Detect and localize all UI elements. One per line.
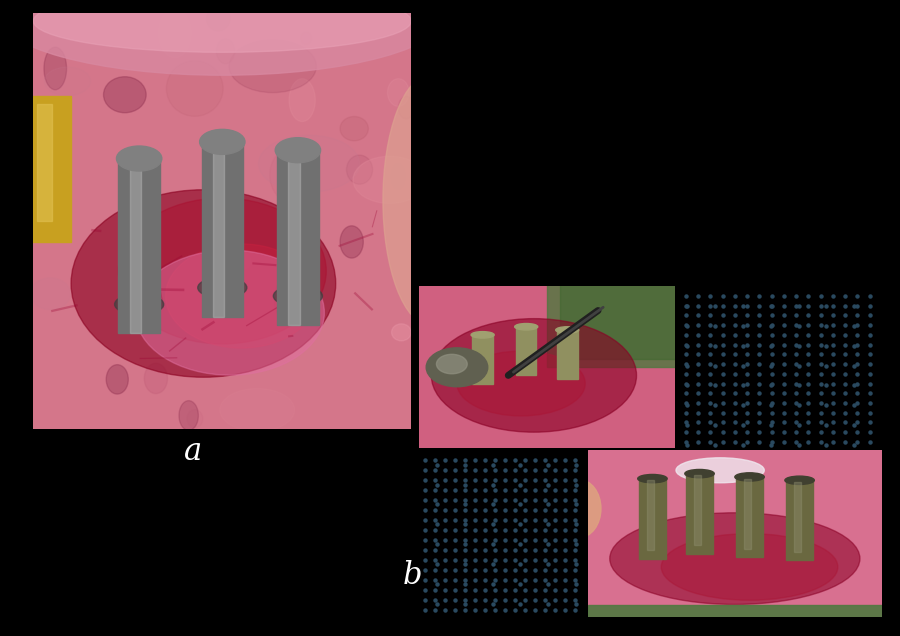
Ellipse shape xyxy=(383,75,477,325)
Ellipse shape xyxy=(33,0,411,52)
Ellipse shape xyxy=(114,294,164,315)
Ellipse shape xyxy=(225,236,238,263)
Bar xyxy=(794,482,801,552)
Ellipse shape xyxy=(230,40,316,93)
Ellipse shape xyxy=(179,401,198,431)
Bar xyxy=(588,605,900,625)
Bar xyxy=(119,158,160,333)
Ellipse shape xyxy=(197,291,245,317)
Circle shape xyxy=(427,348,488,387)
Ellipse shape xyxy=(106,364,129,394)
Ellipse shape xyxy=(340,226,364,258)
Ellipse shape xyxy=(44,47,67,90)
Ellipse shape xyxy=(238,253,250,269)
Bar xyxy=(547,270,701,368)
Ellipse shape xyxy=(431,319,636,432)
Bar xyxy=(288,158,300,325)
Bar xyxy=(277,150,319,325)
Bar xyxy=(516,327,536,375)
Ellipse shape xyxy=(515,324,538,330)
Bar xyxy=(26,96,71,242)
Ellipse shape xyxy=(187,410,202,427)
Ellipse shape xyxy=(258,135,360,192)
Bar xyxy=(557,330,578,378)
Ellipse shape xyxy=(31,278,70,310)
Ellipse shape xyxy=(557,480,601,538)
Text: a: a xyxy=(184,436,202,467)
Ellipse shape xyxy=(301,32,311,45)
Ellipse shape xyxy=(340,116,368,141)
Text: b: b xyxy=(402,560,422,591)
Ellipse shape xyxy=(206,6,230,31)
Ellipse shape xyxy=(71,190,336,377)
Bar xyxy=(787,480,813,560)
Ellipse shape xyxy=(200,129,245,155)
Bar xyxy=(472,335,493,384)
Bar xyxy=(202,142,243,317)
Bar xyxy=(639,479,666,558)
Ellipse shape xyxy=(166,244,317,348)
Ellipse shape xyxy=(734,473,764,481)
Ellipse shape xyxy=(275,138,320,163)
Ellipse shape xyxy=(391,163,406,190)
Ellipse shape xyxy=(398,97,415,119)
Bar xyxy=(212,150,224,317)
Ellipse shape xyxy=(785,476,814,485)
Circle shape xyxy=(436,354,467,374)
Ellipse shape xyxy=(392,324,411,341)
Ellipse shape xyxy=(116,146,162,171)
Ellipse shape xyxy=(274,286,322,307)
Bar xyxy=(736,477,763,557)
Ellipse shape xyxy=(44,67,91,95)
Ellipse shape xyxy=(471,331,494,338)
Ellipse shape xyxy=(289,79,315,121)
Ellipse shape xyxy=(135,250,324,375)
Ellipse shape xyxy=(220,389,294,431)
Ellipse shape xyxy=(270,148,313,202)
Ellipse shape xyxy=(662,534,838,600)
Bar xyxy=(743,479,751,549)
Ellipse shape xyxy=(555,327,579,333)
Ellipse shape xyxy=(346,155,373,184)
Ellipse shape xyxy=(610,513,860,604)
Ellipse shape xyxy=(353,156,427,204)
Ellipse shape xyxy=(685,469,715,478)
Ellipse shape xyxy=(158,9,191,58)
Ellipse shape xyxy=(166,61,223,116)
Bar xyxy=(694,475,701,545)
Ellipse shape xyxy=(118,198,326,344)
Ellipse shape xyxy=(274,280,293,319)
Bar xyxy=(560,278,688,359)
Bar xyxy=(37,104,52,221)
Ellipse shape xyxy=(144,363,167,394)
Ellipse shape xyxy=(0,0,449,75)
Ellipse shape xyxy=(638,474,667,483)
Ellipse shape xyxy=(676,458,764,483)
Ellipse shape xyxy=(104,77,146,113)
Bar xyxy=(646,480,654,550)
Bar xyxy=(687,474,713,553)
Ellipse shape xyxy=(388,79,410,106)
Ellipse shape xyxy=(198,277,247,298)
Ellipse shape xyxy=(216,39,235,64)
Bar xyxy=(130,167,141,333)
Ellipse shape xyxy=(457,351,585,416)
